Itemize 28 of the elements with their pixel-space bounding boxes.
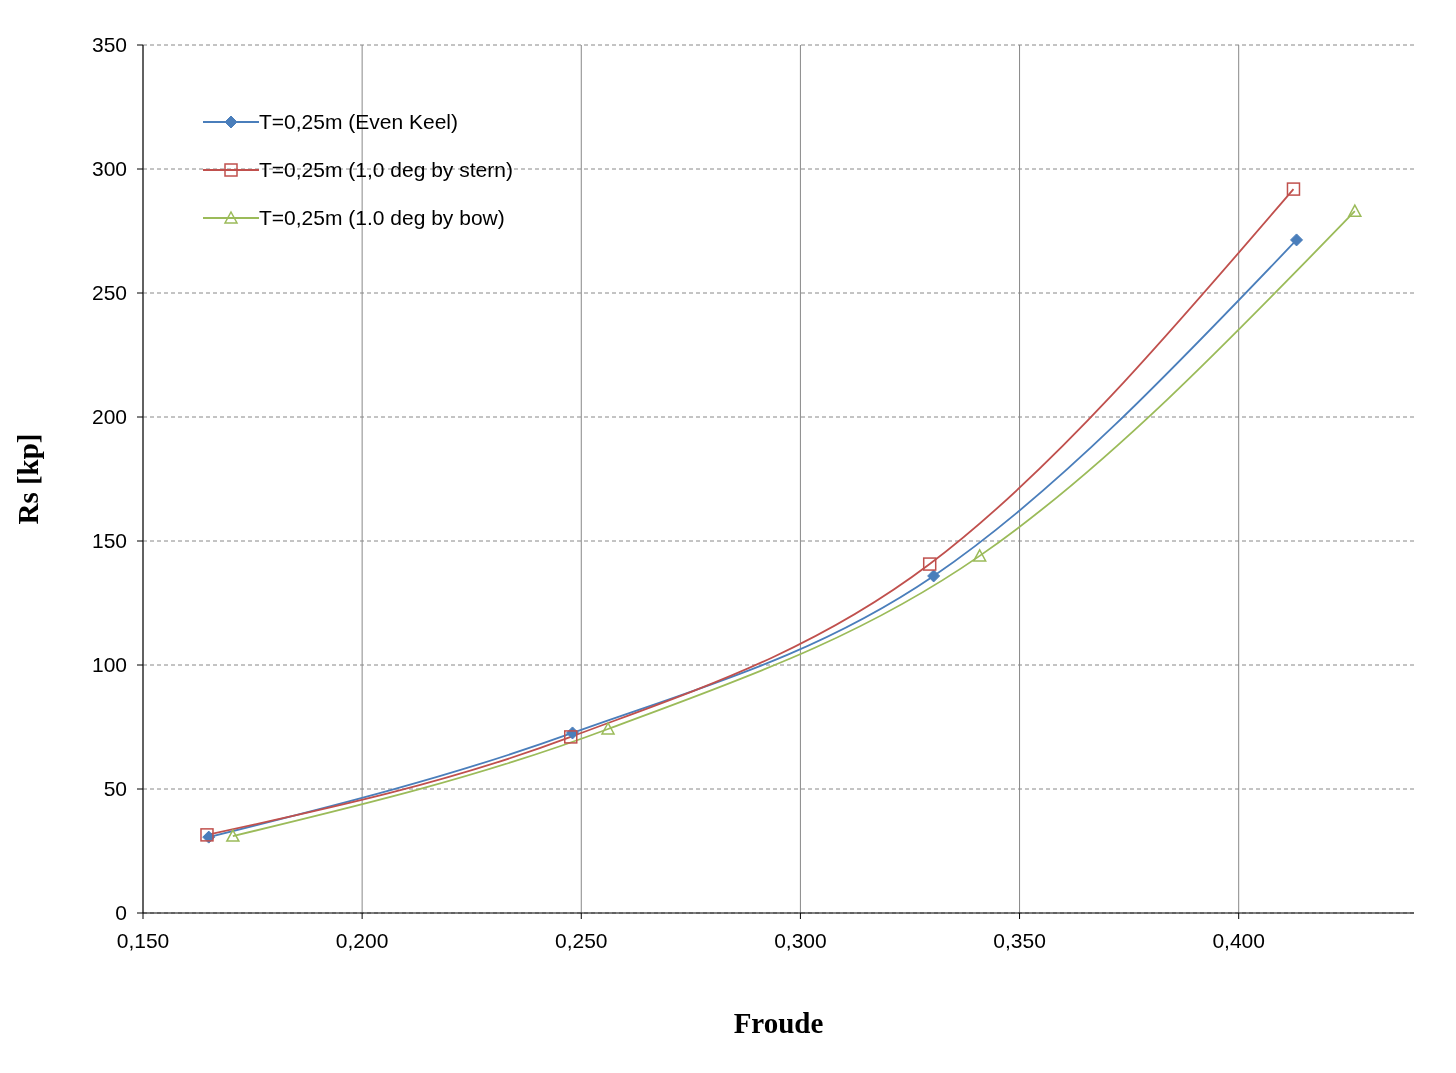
point bbox=[1290, 233, 1304, 247]
y-tick-label: 0 bbox=[115, 901, 127, 925]
point bbox=[922, 557, 937, 571]
point bbox=[972, 549, 987, 562]
x-tick-label: 0,350 bbox=[993, 928, 1046, 952]
legend-label: T=0,25m (1,0 deg by stern) bbox=[259, 158, 513, 182]
y-tick-label: 50 bbox=[103, 777, 127, 801]
y-tick-label: 150 bbox=[91, 529, 127, 553]
y-tick-label: 100 bbox=[91, 653, 127, 677]
point bbox=[1348, 204, 1362, 217]
x-tick-label: 0,400 bbox=[1212, 928, 1265, 952]
legend-label: T=0,25m (Even Keel) bbox=[259, 110, 459, 134]
point bbox=[564, 730, 578, 744]
x-tick-label: 0,250 bbox=[554, 928, 608, 952]
y-axis-title: Rs [kp] bbox=[12, 433, 45, 525]
y-tick-label: 200 bbox=[91, 405, 127, 429]
point bbox=[1286, 182, 1301, 196]
x-tick-label: 0,300 bbox=[774, 928, 827, 952]
y-tick-label: 300 bbox=[91, 157, 127, 181]
x-tick-label: 0,150 bbox=[116, 928, 170, 952]
x-axis-title: Froude bbox=[733, 1007, 824, 1039]
point bbox=[226, 829, 240, 842]
x-tick-label: 0,200 bbox=[335, 928, 389, 952]
point bbox=[601, 722, 615, 735]
point bbox=[927, 569, 941, 583]
y-tick-label: 350 bbox=[91, 33, 127, 57]
y-tick-label: 250 bbox=[91, 281, 127, 305]
legend-label: T=0,25m (1.0 deg by bow) bbox=[259, 206, 505, 230]
